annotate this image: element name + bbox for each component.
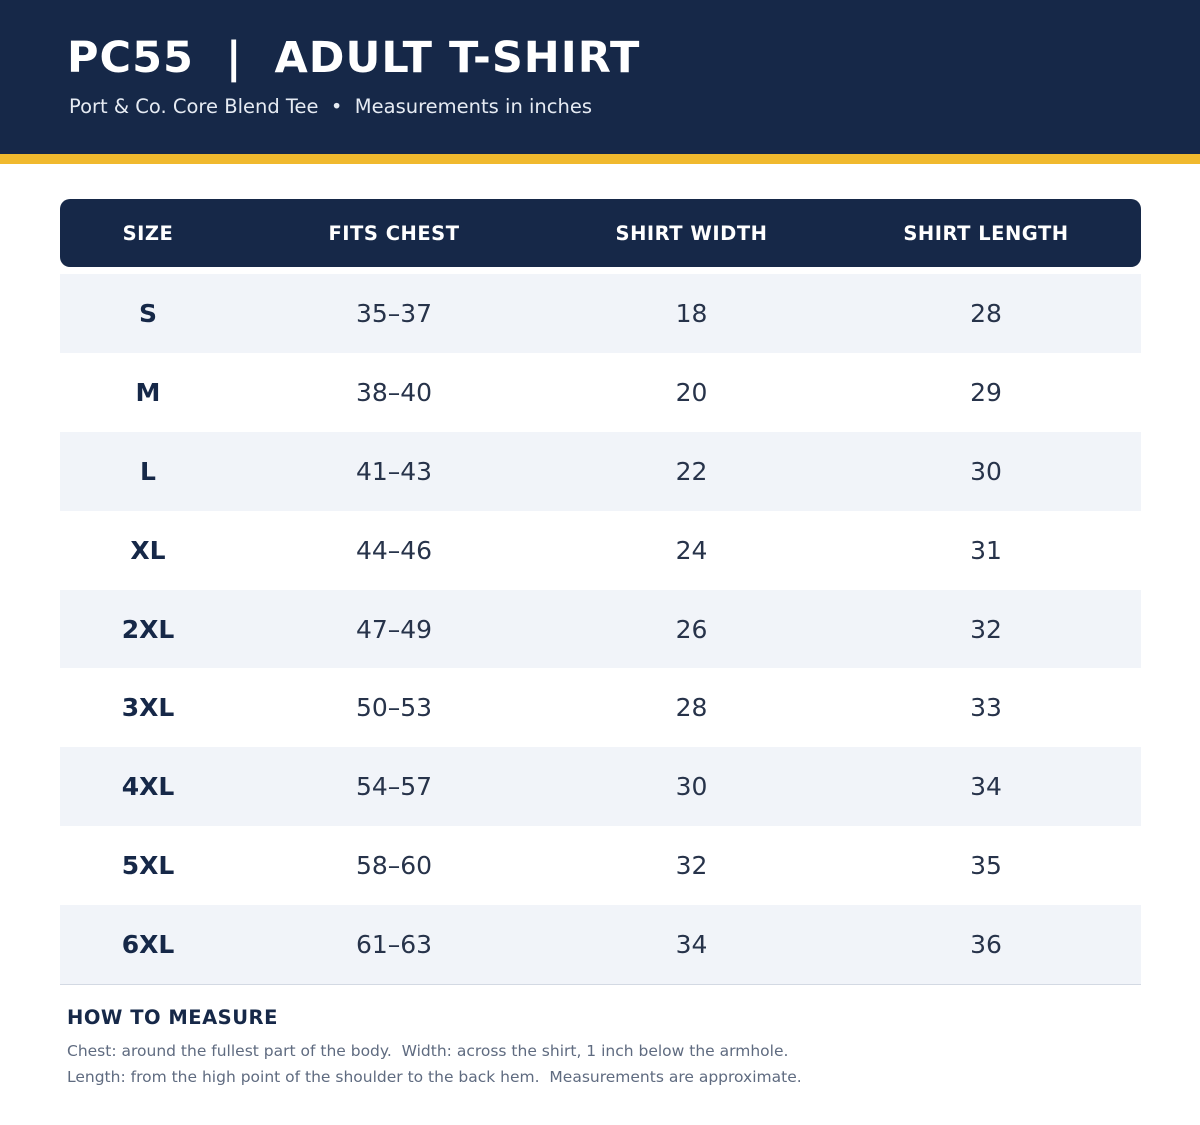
column-header-shirt-width: SHIRT WIDTH [615, 221, 768, 245]
fits-chest-cell: 61–63 [355, 930, 433, 960]
shirt-length-cell: 31 [970, 535, 1002, 565]
table-row: L 41–43 22 30 [60, 431, 1141, 511]
shirt-width-cell: 20 [675, 377, 708, 407]
size-cell: 6XL [121, 930, 175, 960]
table-body: S 35–37 18 28 M 38–40 20 29 L 41–43 22 30 XL 44–46 24 3… [60, 274, 1141, 985]
column-header-fits-chest: FITS CHEST [328, 221, 460, 245]
fits-chest-cell: 50–53 [355, 693, 433, 723]
shirt-length-cell: 36 [970, 930, 1002, 960]
size-cell: M [135, 377, 161, 407]
table-row: 5XL 58–60 32 35 [60, 826, 1141, 906]
how-to-measure-line: Length: from the high point of the shoul… [67, 1068, 802, 1086]
size-cell: 2XL [121, 614, 175, 644]
header-banner: PC55 | ADULT T-SHIRT Port & Co. Core Ble… [0, 0, 1200, 154]
shirt-width-cell: 28 [675, 693, 708, 723]
shirt-length-cell: 34 [970, 772, 1002, 802]
table-row: 4XL 54–57 30 34 [60, 747, 1141, 827]
shirt-length-cell: 30 [970, 456, 1002, 486]
fits-chest-cell: 35–37 [355, 298, 433, 328]
how-to-measure-line: Chest: around the fullest part of the bo… [67, 1042, 789, 1060]
column-header-size: SIZE [122, 221, 174, 245]
size-cell: 4XL [121, 772, 175, 802]
shirt-length-cell: 32 [970, 614, 1002, 644]
shirt-length-cell: 29 [970, 377, 1002, 407]
size-cell: 3XL [121, 693, 175, 723]
shirt-width-cell: 24 [675, 535, 708, 565]
shirt-width-cell: 30 [675, 772, 708, 802]
fits-chest-cell: 38–40 [355, 377, 433, 407]
size-cell: 5XL [121, 851, 175, 881]
size-cell: XL [130, 535, 166, 565]
table-row: XL 44–46 24 31 [60, 510, 1141, 590]
table-row: M 38–40 20 29 [60, 352, 1141, 432]
size-cell: S [138, 298, 157, 328]
shirt-width-cell: 26 [675, 614, 708, 644]
table-header: SIZE FITS CHEST SHIRT WIDTH SHIRT LENGTH [60, 199, 1141, 267]
shirt-length-cell: 28 [970, 298, 1002, 328]
table-row: 3XL 50–53 28 33 [60, 668, 1141, 748]
shirt-width-cell: 18 [675, 298, 708, 328]
fits-chest-cell: 44–46 [355, 535, 433, 565]
table-row: 6XL 61–63 34 36 [60, 905, 1141, 985]
table-row: S 35–37 18 28 [60, 274, 1141, 353]
table-bottom-rule [60, 984, 1141, 986]
fits-chest-cell: 54–57 [355, 772, 433, 802]
shirt-length-cell: 35 [970, 851, 1002, 881]
shirt-length-cell: 33 [970, 693, 1002, 723]
page-title: PC55 | ADULT T-SHIRT [67, 33, 641, 83]
shirt-width-cell: 32 [675, 851, 708, 881]
shirt-width-cell: 22 [675, 456, 708, 486]
table-row: 2XL 47–49 26 32 [60, 589, 1141, 669]
page-subtitle: Port & Co. Core Blend Tee • Measurements… [69, 95, 593, 118]
accent-divider [0, 154, 1200, 164]
fits-chest-cell: 41–43 [355, 456, 433, 486]
fits-chest-cell: 47–49 [355, 614, 433, 644]
column-header-shirt-length: SHIRT LENGTH [903, 221, 1069, 245]
fits-chest-cell: 58–60 [355, 851, 433, 881]
shirt-width-cell: 34 [675, 930, 708, 960]
how-to-measure-heading: HOW TO MEASURE [67, 1006, 278, 1029]
size-cell: L [140, 456, 156, 486]
size-table: SIZE FITS CHEST SHIRT WIDTH SHIRT LENGTH… [60, 199, 1141, 986]
